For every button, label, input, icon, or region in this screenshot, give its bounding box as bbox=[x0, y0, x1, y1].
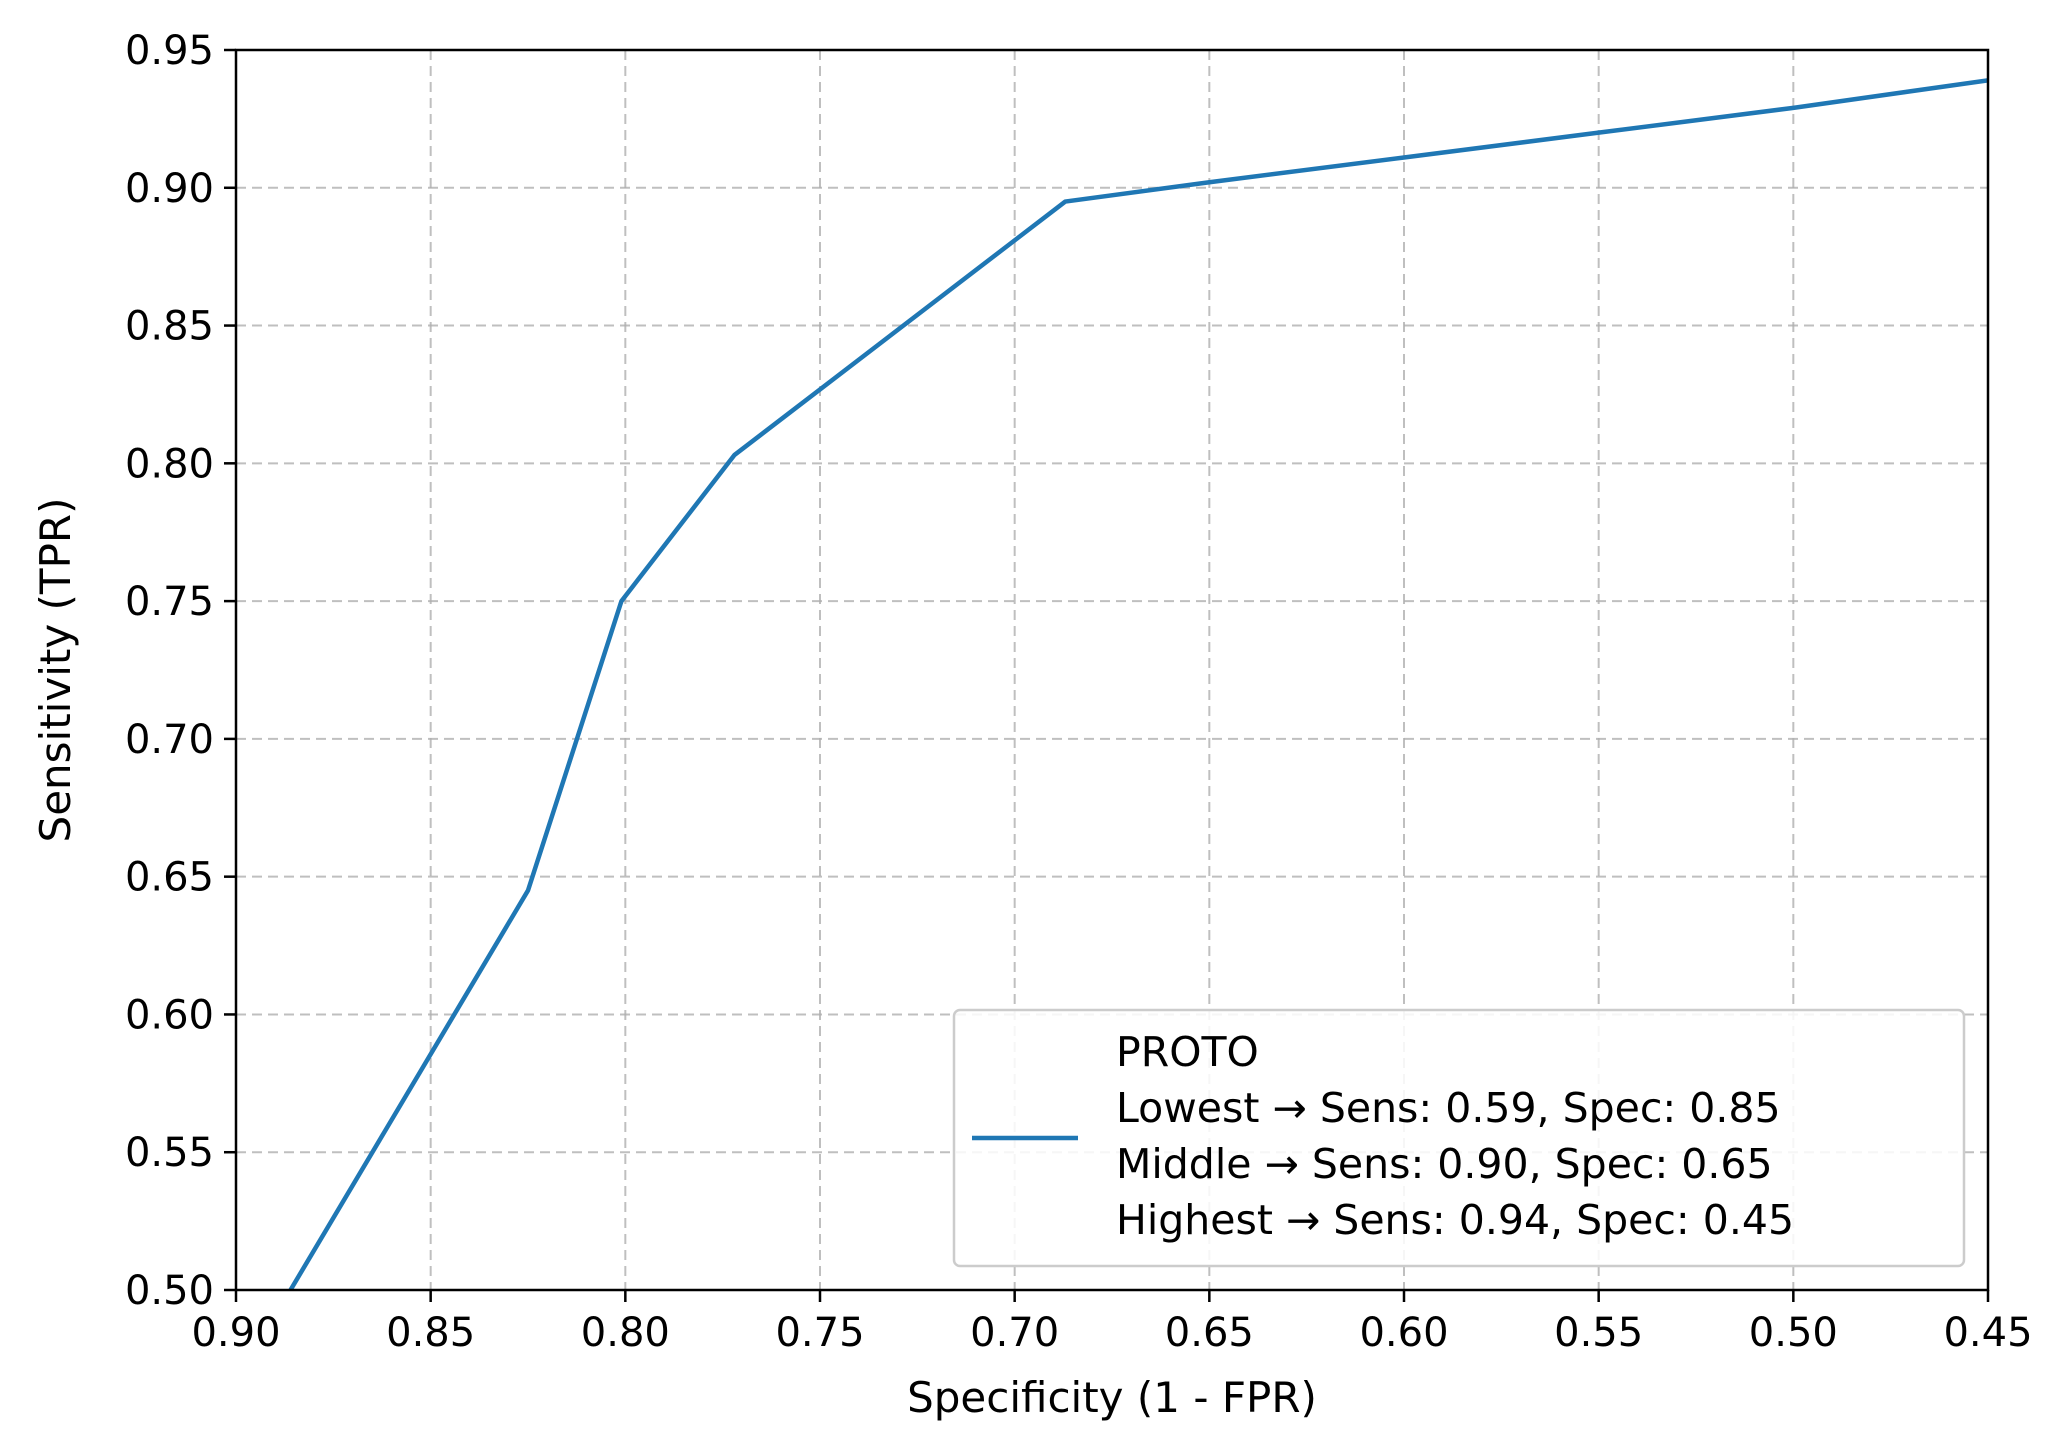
legend-box bbox=[952, 1008, 1966, 1268]
y-tick-label: 0.90 bbox=[125, 166, 214, 212]
legend-entry-highest: Highest → Sens: 0.94, Spec: 0.45 bbox=[1116, 1196, 1794, 1244]
legend-entry-middle: Middle → Sens: 0.90, Spec: 0.65 bbox=[1116, 1140, 1773, 1188]
y-tick-label: 0.85 bbox=[125, 304, 214, 350]
legend-entry-series-name: PROTO bbox=[1116, 1028, 1259, 1076]
y-tick-label: 0.75 bbox=[125, 579, 214, 625]
x-tick-label: 0.60 bbox=[1359, 1310, 1448, 1356]
y-tick-label: 0.80 bbox=[125, 441, 214, 487]
legend: PROTO Lowest → Sens: 0.59, Spec: 0.85 Mi… bbox=[952, 1008, 1966, 1268]
plot-area bbox=[288, 78, 1988, 1290]
y-tick-label: 0.60 bbox=[125, 992, 214, 1038]
axes-frame bbox=[234, 48, 1990, 1292]
legend-entry-lowest: Lowest → Sens: 0.59, Spec: 0.85 bbox=[1116, 1084, 1781, 1132]
y-tick-label: 0.95 bbox=[125, 28, 214, 74]
ticks: 0.90 0.85 0.80 0.75 0.70 0.65 0.60 0.55 0.50 0.45… bbox=[125, 28, 2033, 1356]
y-tick-label: 0.65 bbox=[125, 855, 214, 901]
x-tick-label: 0.65 bbox=[1165, 1310, 1254, 1356]
y-tick-label: 0.50 bbox=[125, 1268, 214, 1314]
y-tick-label: 0.55 bbox=[125, 1130, 214, 1176]
x-tick-label: 0.50 bbox=[1749, 1310, 1838, 1356]
x-tick-label: 0.90 bbox=[191, 1310, 280, 1356]
x-tick-label: 0.80 bbox=[581, 1310, 670, 1356]
x-tick-label: 0.55 bbox=[1554, 1310, 1643, 1356]
y-axis-label: Sensitivity (TPR) bbox=[31, 498, 80, 843]
x-tick-label: 0.70 bbox=[970, 1310, 1059, 1356]
x-tick-label: 0.85 bbox=[386, 1310, 475, 1356]
x-tick-label: 0.75 bbox=[775, 1310, 864, 1356]
x-tick-label: 0.45 bbox=[1943, 1310, 2032, 1356]
x-axis-label: Specificity (1 - FPR) bbox=[907, 1373, 1317, 1422]
roc-curve-proto bbox=[288, 78, 1988, 1290]
y-tick-label: 0.70 bbox=[125, 717, 214, 763]
